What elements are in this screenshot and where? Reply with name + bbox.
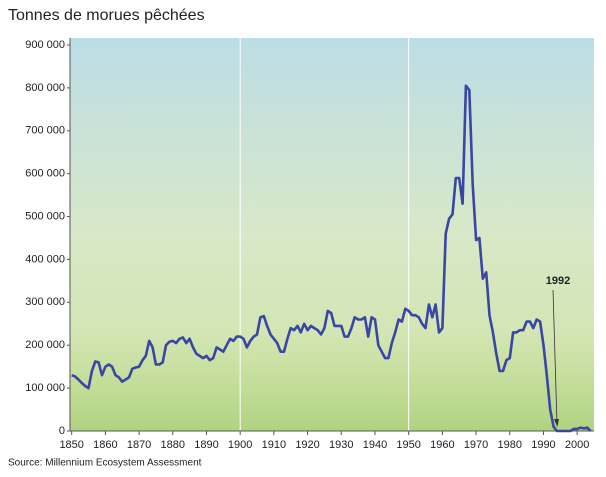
x-tick-label: 1970 xyxy=(464,439,488,451)
x-tick-label: 1900 xyxy=(228,439,252,451)
y-tick-label: 200 000 xyxy=(25,339,65,351)
annotation: 1992 xyxy=(546,275,570,287)
y-tick-label: 400 000 xyxy=(25,253,65,265)
x-tick-label: 1980 xyxy=(498,439,522,451)
y-tick-label: 500 000 xyxy=(25,210,65,222)
source: Source: Millennium Ecosystem Assessment xyxy=(8,458,202,469)
x-tick-label: 1890 xyxy=(194,439,218,451)
x-tick-label: 1920 xyxy=(295,439,319,451)
seabed xyxy=(70,330,594,431)
x-tick-label: 1940 xyxy=(363,439,387,451)
y-tick-label: 800 000 xyxy=(25,82,65,94)
x-tick-label: 1930 xyxy=(329,439,353,451)
annotation-arrow xyxy=(552,289,558,425)
x-tick-label: 1860 xyxy=(93,439,117,451)
x-tick-label: 1950 xyxy=(396,439,420,451)
x-tick-label: 2000 xyxy=(565,439,589,451)
y-tick-label: 900 000 xyxy=(25,39,65,51)
x-tick-label: 1870 xyxy=(127,439,151,451)
y-tick-label: 0 xyxy=(59,425,65,437)
x-tick-label: 1990 xyxy=(531,439,555,451)
y-tick-label: 100 000 xyxy=(25,382,65,394)
chart-title: Tonnes de morues pêchées xyxy=(8,7,205,24)
annotation-arrowhead xyxy=(554,419,559,427)
y-tick-label: 700 000 xyxy=(25,125,65,137)
x-tick-label: 1850 xyxy=(59,439,83,451)
x-tick-label: 1960 xyxy=(430,439,454,451)
data-line xyxy=(71,84,592,433)
y-tick-label: 300 000 xyxy=(25,296,65,308)
x-tick-label: 1910 xyxy=(262,439,286,451)
x-tick-label: 1880 xyxy=(161,439,185,451)
y-tick-label: 600 000 xyxy=(25,168,65,180)
